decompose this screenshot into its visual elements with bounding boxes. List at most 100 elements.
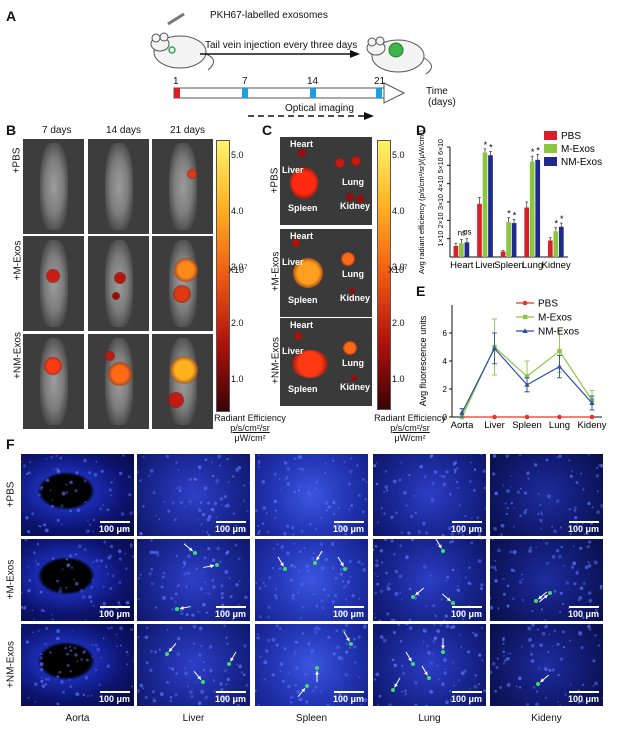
nucleus <box>203 556 207 560</box>
legend-label-m-exos: M-Exos <box>561 144 595 155</box>
nucleus <box>201 602 206 607</box>
nucleus <box>596 490 600 493</box>
nucleus <box>61 690 66 694</box>
nucleus <box>458 610 462 614</box>
nucleus <box>449 492 452 496</box>
day-1: 1 <box>173 76 179 87</box>
scale-bar: 100 μm <box>99 606 130 619</box>
nucleus <box>220 503 223 506</box>
bar-pbs-lung <box>524 207 530 257</box>
nucleus <box>119 529 122 532</box>
nucleus <box>445 700 449 705</box>
nucleus <box>601 697 603 700</box>
exosome-label: PKH67-labelled exosomes <box>210 10 328 21</box>
bar-m-exos-liver <box>482 152 488 257</box>
nucleus <box>465 576 467 579</box>
nucleus <box>256 635 260 640</box>
organ-signal <box>290 167 318 199</box>
nucleus <box>185 585 188 588</box>
nucleus <box>139 479 142 482</box>
nucleus <box>492 472 496 476</box>
nucleus <box>82 693 86 697</box>
nucleus <box>34 559 37 562</box>
nucleus <box>127 475 131 479</box>
nucleus <box>152 696 155 699</box>
nucleus <box>168 681 171 684</box>
nucleus <box>66 563 71 568</box>
nucleus <box>429 574 432 577</box>
nucleus <box>453 468 457 472</box>
nucleus <box>179 501 182 505</box>
nucleus <box>222 700 226 704</box>
exosome-signal <box>305 684 309 688</box>
nucleus <box>573 506 577 510</box>
nucleus <box>92 655 94 658</box>
significance-star: * <box>531 147 535 157</box>
nucleus <box>587 560 591 564</box>
nucleus <box>226 677 231 682</box>
nucleus <box>506 584 510 588</box>
nucleus <box>404 692 408 696</box>
nucleus <box>521 578 524 581</box>
nucleus <box>324 471 327 474</box>
nucleus <box>374 572 377 575</box>
nucleus <box>179 608 184 612</box>
nucleus <box>551 555 556 559</box>
nucleus <box>74 489 78 493</box>
nucleus <box>189 660 192 663</box>
nucleus <box>380 561 384 564</box>
microscopy-image: 100 μm <box>21 624 134 706</box>
nucleus <box>287 684 291 689</box>
nucleus <box>539 518 543 523</box>
organ-signal <box>292 350 328 378</box>
nucleus <box>109 587 113 591</box>
nucleus <box>283 531 287 536</box>
nucleus <box>106 610 110 615</box>
nucleus <box>476 516 480 519</box>
colorbar-tick: 3.0 <box>231 262 244 272</box>
legend-label-pbs: PBS <box>561 131 581 142</box>
exosome-signal <box>411 595 415 599</box>
nucleus <box>307 491 311 495</box>
nucleus <box>241 528 245 533</box>
exosome-signal <box>536 682 540 686</box>
nucleus <box>527 477 530 480</box>
nucleus <box>495 666 499 669</box>
nucleus <box>391 658 395 662</box>
nucleus <box>441 474 446 479</box>
nucleus <box>219 496 224 501</box>
nuclei-texture <box>255 541 367 620</box>
nucleus <box>506 507 509 509</box>
x-label-heart: Heart <box>450 260 474 271</box>
nucleus <box>39 525 42 528</box>
fluorescence-signal <box>187 169 197 179</box>
exosome-signal <box>165 652 169 656</box>
nucleus <box>80 589 84 593</box>
mouse-image <box>88 139 149 234</box>
nucleus <box>443 658 447 662</box>
nucleus <box>262 581 265 585</box>
nucleus <box>183 563 187 566</box>
nucleus <box>297 591 300 594</box>
nucleus <box>226 503 230 508</box>
nucleus <box>278 567 282 570</box>
nucleus <box>74 582 79 586</box>
nucleus <box>559 591 563 595</box>
nucleus <box>394 569 397 572</box>
nucleus <box>92 530 94 533</box>
nucleus <box>478 653 481 656</box>
nucleus <box>494 689 498 693</box>
nucleus <box>265 649 269 653</box>
scale-bar: 100 μm <box>568 521 599 534</box>
point-nm-exos <box>491 345 498 351</box>
nucleus <box>386 489 389 492</box>
x-label-lung: Lung <box>549 420 570 431</box>
scale-bar: 100 μm <box>215 606 246 619</box>
nucleus <box>580 472 583 475</box>
nucleus <box>545 561 550 566</box>
nucleus <box>422 565 427 569</box>
nucleus <box>148 572 152 576</box>
nucleus <box>274 588 277 591</box>
nucleus <box>293 490 296 493</box>
nucleus <box>219 560 222 564</box>
